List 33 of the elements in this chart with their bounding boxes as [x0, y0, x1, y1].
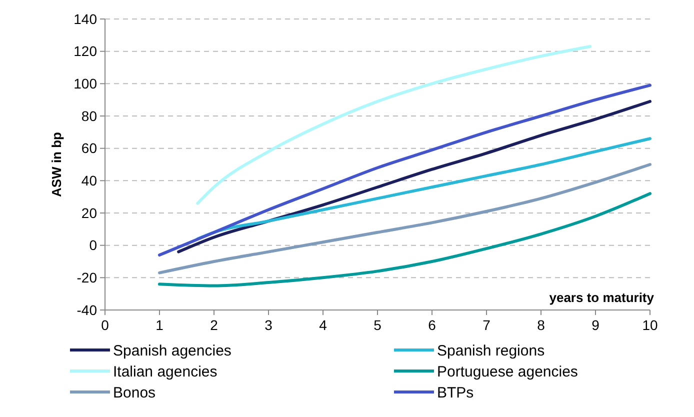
y-tick-label: 140	[74, 10, 98, 27]
y-tick-label: -20	[76, 270, 98, 286]
legend-label: Bonos	[113, 384, 156, 402]
line-series	[158, 192, 652, 288]
x-tick-label: 1	[156, 317, 164, 333]
x-tick-label: 5	[374, 317, 382, 333]
x-tick-label: 7	[482, 317, 491, 333]
legend-label: Portuguese agencies	[437, 363, 578, 380]
y-tick-label: 60	[81, 140, 98, 156]
x-tick-label: 8	[537, 317, 546, 333]
line-series	[158, 163, 652, 274]
x-tick-label: 9	[592, 317, 600, 333]
y-tick-label: 40	[81, 172, 98, 189]
y-tick-label: 120	[74, 43, 98, 60]
legend-label: BTPs	[437, 384, 474, 402]
x-tick-label: 3	[264, 317, 273, 333]
legend-label: Spanish regions	[437, 342, 545, 360]
y-tick-label: -40	[76, 302, 98, 318]
x-tick-label: 2	[210, 317, 218, 333]
x-tick-label: 6	[428, 317, 436, 333]
legend-label: Spanish agencies	[113, 342, 232, 360]
y-tick-label: 20	[81, 204, 98, 221]
line-series	[196, 137, 652, 240]
y-tick-label: 100	[74, 76, 98, 92]
y-tick-label: 0	[89, 237, 98, 254]
y-axis-title: ASW in bp	[49, 132, 64, 197]
y-tick-label: 80	[81, 108, 98, 124]
legend-label: Italian agencies	[113, 363, 218, 380]
x-axis-title: years to maturity	[549, 290, 655, 305]
x-tick-label: 4	[319, 317, 328, 333]
line-series	[196, 44, 592, 205]
x-tick-label: 0	[101, 317, 110, 333]
x-tick-label: 10	[642, 317, 658, 333]
